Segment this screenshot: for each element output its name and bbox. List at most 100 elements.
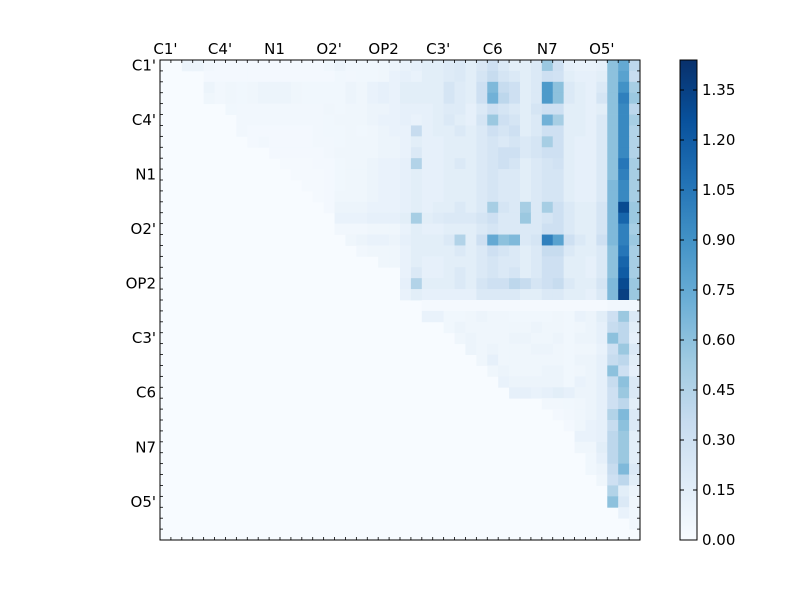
heatmap-cell [389,190,401,203]
heatmap-cell [574,321,586,334]
heatmap-cell [476,278,488,290]
heatmap-cell [618,310,630,323]
heatmap-cell [498,180,510,192]
heatmap-cell [629,158,641,170]
heatmap-cell [367,136,379,148]
heatmap-cell [432,190,445,203]
heatmap-cell [400,256,412,268]
heatmap-cell [629,474,641,486]
heatmap-cell [541,278,554,290]
heatmap-cell [541,365,554,377]
heatmap-cell [367,158,379,170]
colorbar-tick-label: 0.90 [702,231,735,249]
heatmap-cell [596,321,608,334]
heatmap-cell [476,212,488,225]
heatmap-cell [585,245,597,257]
heatmap-cell [596,278,608,290]
heatmap-cell [574,201,586,214]
heatmap-cell [607,430,619,443]
heatmap-cell [563,190,575,203]
heatmap-cell [520,332,532,345]
heatmap-cell [443,256,455,268]
heatmap-cell [596,70,608,83]
heatmap-cell [301,136,314,148]
heatmap-cell [487,354,499,366]
heatmap-cell [520,278,532,290]
heatmap-cell [400,201,412,214]
heatmap-cell [454,114,466,126]
heatmap-cell [629,136,641,148]
heatmap-cell [585,321,597,334]
heatmap-cell [432,147,445,159]
heatmap-cell [607,398,619,410]
heatmap-cell [301,70,314,83]
heatmap-cell [410,92,423,105]
heatmap-cell [629,212,641,225]
heatmap-cell [618,354,630,366]
heatmap-cell [509,300,521,312]
heatmap-cell [378,125,390,137]
heatmap-cell [443,103,455,115]
heatmap-cell [618,158,630,170]
heatmap-cell [487,321,499,334]
heatmap-cell [421,158,434,170]
heatmap-cell [541,387,554,399]
heatmap-cell [629,376,641,388]
heatmap-cell [400,81,412,94]
heatmap-cell [334,81,346,94]
heatmap-cell [498,125,510,137]
heatmap-cell [520,212,532,225]
heatmap-cell [454,125,466,137]
heatmap-cell [552,387,565,399]
heatmap-cell [323,136,335,148]
heatmap-cell [574,245,586,257]
heatmap-cell [334,201,346,214]
heatmap-cell [367,81,379,94]
heatmap-cell [389,223,401,235]
heatmap-cell [629,180,641,192]
heatmap-cell [389,212,401,225]
heatmap-cell [454,92,466,105]
heatmap-cell [607,234,619,246]
heatmap-cell [367,125,379,137]
heatmap-cell [541,136,554,148]
heatmap-cell [509,147,521,159]
heatmap-cell [607,212,619,225]
heatmap-cell [345,147,357,159]
heatmap-cell [410,136,423,148]
heatmap-cell [618,114,630,126]
heatmap-cell [552,136,565,148]
heatmap-cell [236,125,248,137]
heatmap-cell [498,158,510,170]
heatmap-cell [334,125,346,137]
heatmap-cell [541,81,554,94]
heatmap-cell [421,300,434,312]
heatmap-cell [596,81,608,94]
heatmap-cell [487,169,499,181]
heatmap-cell [356,158,368,170]
heatmap-cell [465,103,477,115]
heatmap-cell [334,190,346,203]
heatmap-cell [465,245,477,257]
heatmap-cell [465,212,477,225]
heatmap-cell [520,190,532,203]
heatmap-cell [312,158,325,170]
heatmap-cell [312,114,325,126]
heatmap-cell [345,60,357,72]
colorbar-tick-label: 0.75 [702,281,735,299]
heatmap-cell [356,103,368,115]
heatmap-cell [269,103,281,115]
heatmap-cell [552,92,565,105]
heatmap-cell [476,310,488,323]
heatmap-cell [389,81,401,94]
heatmap-cell [487,332,499,345]
heatmap-cell [574,420,586,432]
heatmap-cell [509,310,521,323]
heatmap-cell [509,136,521,148]
heatmap-cell [520,136,532,148]
heatmap-cell [410,180,423,192]
heatmap-cell [607,310,619,323]
heatmap-cell [629,300,641,312]
y-tick-label: C4' [132,111,156,129]
heatmap-cell [454,70,466,83]
